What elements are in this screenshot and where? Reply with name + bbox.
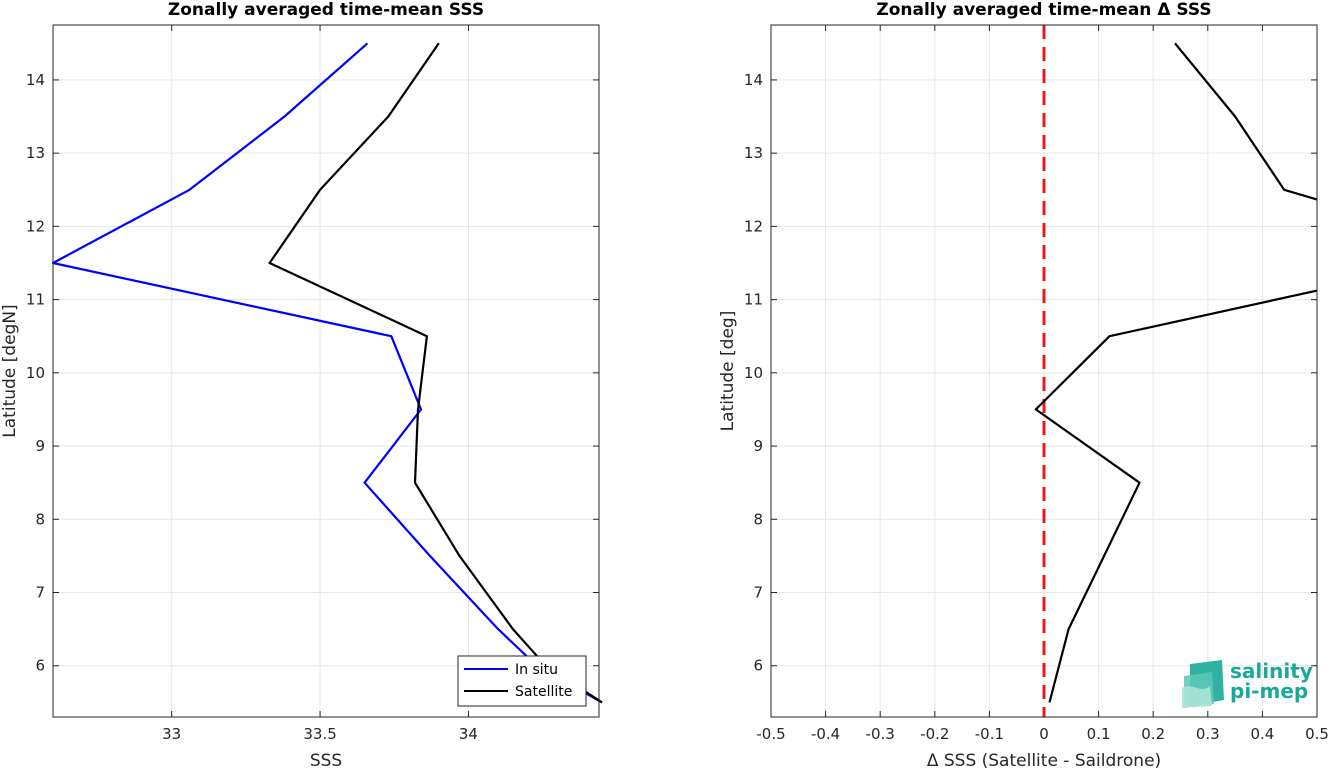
left-y-tick-label: 8 — [35, 510, 45, 528]
right-x-tick-label: 0.4 — [1250, 725, 1274, 743]
right-series-line-delta-sss — [1034, 42, 1317, 703]
left-series-line-in-situ — [51, 42, 603, 704]
right-x-tick-label: -0.5 — [756, 725, 785, 743]
right-x-tick-label: 0.1 — [1087, 725, 1111, 743]
right-y-tick-label: 12 — [744, 217, 763, 235]
right-y-tick-label: 13 — [744, 144, 763, 162]
logo-line2: pi-mep — [1230, 679, 1308, 703]
left-y-tick-label: 13 — [26, 144, 45, 162]
left-axes-frame — [52, 24, 600, 718]
right-xticks: -0.5 -0.4 -0.3 -0.2 -0.1 0 0.1 0.2 0.3 0.4 0.5 — [756, 25, 1329, 743]
right-x-tick-label: -0.1 — [975, 725, 1004, 743]
right-x-tick-label: 0.5 — [1305, 725, 1329, 743]
right-y-tick-label: 8 — [753, 510, 763, 528]
left-xticks: 33 33.5 34 — [162, 25, 478, 743]
right-chart-title: Zonally averaged time-mean Δ SSS — [876, 0, 1211, 20]
right-chart: Zonally averaged time-mean Δ SSS -0.5 -0.… — [718, 0, 1329, 769]
right-axes-frame — [770, 24, 1318, 718]
right-y-tick-label: 9 — [753, 437, 763, 455]
left-x-axis-label: SSS — [310, 751, 342, 769]
left-chart: Zonally averaged time-mean SSS 33 33.5 34 … — [0, 0, 603, 769]
right-y-tick-label: 14 — [744, 71, 763, 89]
left-y-tick-label: 11 — [26, 291, 45, 309]
logo-line1: salinity — [1230, 659, 1313, 683]
right-y-tick-label: 10 — [744, 364, 763, 382]
legend: In situ Satellite — [457, 655, 587, 707]
right-x-tick-label: -0.3 — [866, 725, 895, 743]
left-y-tick-label: 14 — [26, 71, 45, 89]
left-y-tick-label: 7 — [35, 584, 45, 602]
right-yticks: 6 7 8 9 10 11 12 13 14 — [744, 71, 1317, 675]
right-x-tick-label: 0 — [1039, 725, 1049, 743]
left-y-tick-label: 12 — [26, 217, 45, 235]
left-x-tick-label: 33.5 — [303, 725, 336, 743]
legend-label-satellite: Satellite — [515, 684, 572, 700]
left-grid — [53, 25, 599, 717]
right-y-tick-label: 11 — [744, 291, 763, 309]
right-x-axis-label: Δ SSS (Satellite - Saildrone) — [927, 751, 1161, 769]
right-grid — [770, 25, 1318, 717]
left-y-axis-label: Latitude [degN] — [0, 304, 20, 437]
right-x-tick-label: -0.4 — [811, 725, 840, 743]
right-y-tick-label: 7 — [753, 584, 763, 602]
right-x-tick-label: 0.2 — [1141, 725, 1165, 743]
left-y-tick-label: 10 — [26, 364, 45, 382]
right-x-tick-label: -0.2 — [920, 725, 949, 743]
left-series — [51, 42, 603, 704]
left-x-tick-label: 33 — [162, 725, 181, 743]
left-yticks: 6 7 8 9 10 11 12 13 14 — [26, 71, 599, 675]
logo-mark-icon — [1182, 660, 1224, 708]
right-y-tick-label: 6 — [753, 657, 763, 675]
salinity-pi-mep-logo: salinity pi-mep — [1182, 659, 1313, 708]
right-x-tick-label: 0.3 — [1196, 725, 1220, 743]
legend-label-in-situ: In situ — [515, 662, 558, 678]
right-y-axis-label: Latitude [deg] — [718, 311, 738, 432]
left-series-line-satellite — [268, 42, 603, 704]
left-chart-title: Zonally averaged time-mean SSS — [168, 0, 484, 20]
left-y-tick-label: 6 — [35, 657, 45, 675]
left-x-tick-label: 34 — [459, 725, 478, 743]
legend-box — [457, 655, 587, 707]
left-y-tick-label: 9 — [35, 437, 45, 455]
right-series — [1034, 25, 1317, 717]
